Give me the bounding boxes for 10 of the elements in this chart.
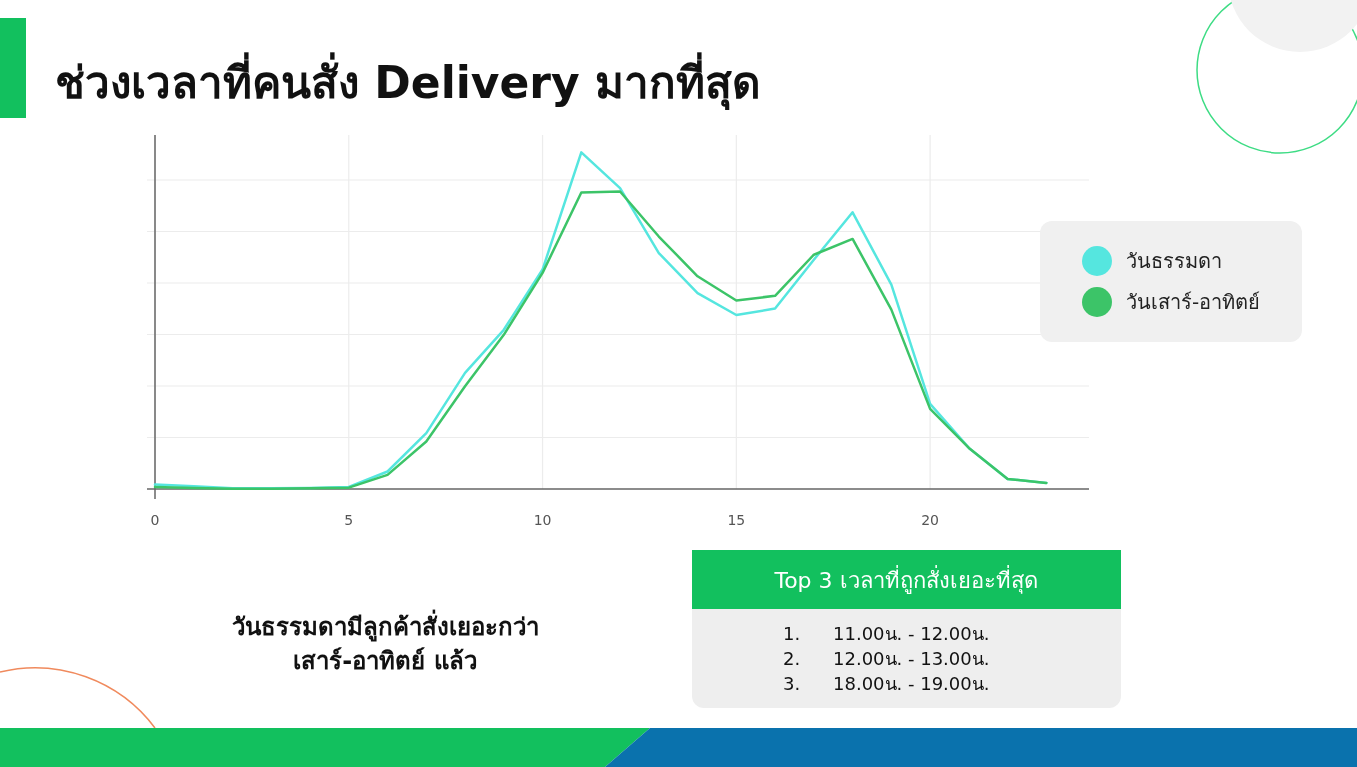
x-tick-label: 20 bbox=[921, 512, 940, 528]
x-tick-label: 15 bbox=[727, 512, 746, 528]
x-tick-label: 5 bbox=[344, 512, 354, 528]
legend-label: วันเสาร์-อาทิตย์ bbox=[1126, 290, 1261, 314]
x-tick-label: 10 bbox=[533, 512, 552, 528]
x-tick-label: 0 bbox=[150, 512, 160, 528]
text: วันธรรมดามีลูกค้าสั่งเยอะกว่า เสาร์-อาทิตย์ แล้ว bbox=[230, 610, 540, 677]
legend-label: วันธรรมดา bbox=[1126, 249, 1222, 273]
chart-title: ช่วงเวลาที่คนสั่ง Delivery มากที่สุด bbox=[55, 52, 762, 111]
top3-table: Top 3 เวลาที่ถูกสั่งเยอะที่สุด 1. 11.00น. - 12.00น. 2. 12.00น. - 13.00น. 3. 18.00น. - 19.00น. bbox=[692, 550, 1121, 708]
